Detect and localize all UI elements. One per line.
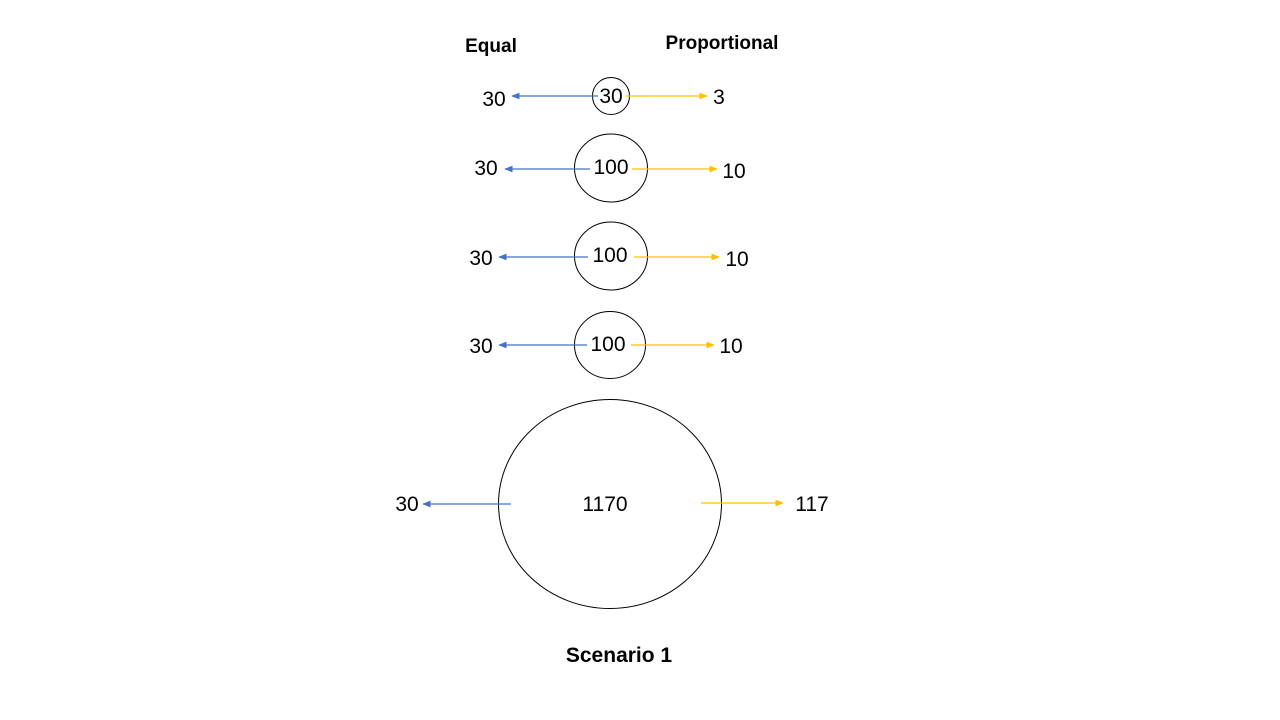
equal-share-value: 30	[482, 88, 505, 111]
equal-header: Equal	[465, 36, 517, 57]
node-value: 100	[590, 333, 625, 356]
proportional-share-value: 117	[795, 493, 828, 516]
proportional-share-value: 10	[722, 160, 745, 183]
equal-share-value: 30	[395, 493, 418, 516]
proportional-header: Proportional	[666, 33, 779, 54]
distribution-row: 100 30 10	[469, 311, 743, 379]
proportional-share-value: 3	[713, 86, 725, 109]
proportional-share-value: 10	[725, 248, 748, 271]
equal-share-value: 30	[469, 335, 492, 358]
distribution-row: 30 30 3	[482, 77, 725, 115]
node-value: 30	[599, 85, 622, 108]
node-circle	[574, 133, 648, 203]
distribution-row: 1170 30 117	[395, 399, 829, 609]
node-value: 100	[592, 244, 627, 267]
proportional-share-value: 10	[719, 335, 742, 358]
node-value: 1170	[582, 493, 627, 516]
equal-share-value: 30	[469, 247, 492, 270]
equal-share-value: 30	[474, 157, 497, 180]
node-circle	[574, 221, 648, 291]
scenario-caption: Scenario 1	[566, 644, 673, 667]
node-value: 100	[593, 156, 628, 179]
distribution-row: 100 30 10	[474, 133, 746, 203]
distribution-row: 100 30 10	[469, 221, 749, 291]
